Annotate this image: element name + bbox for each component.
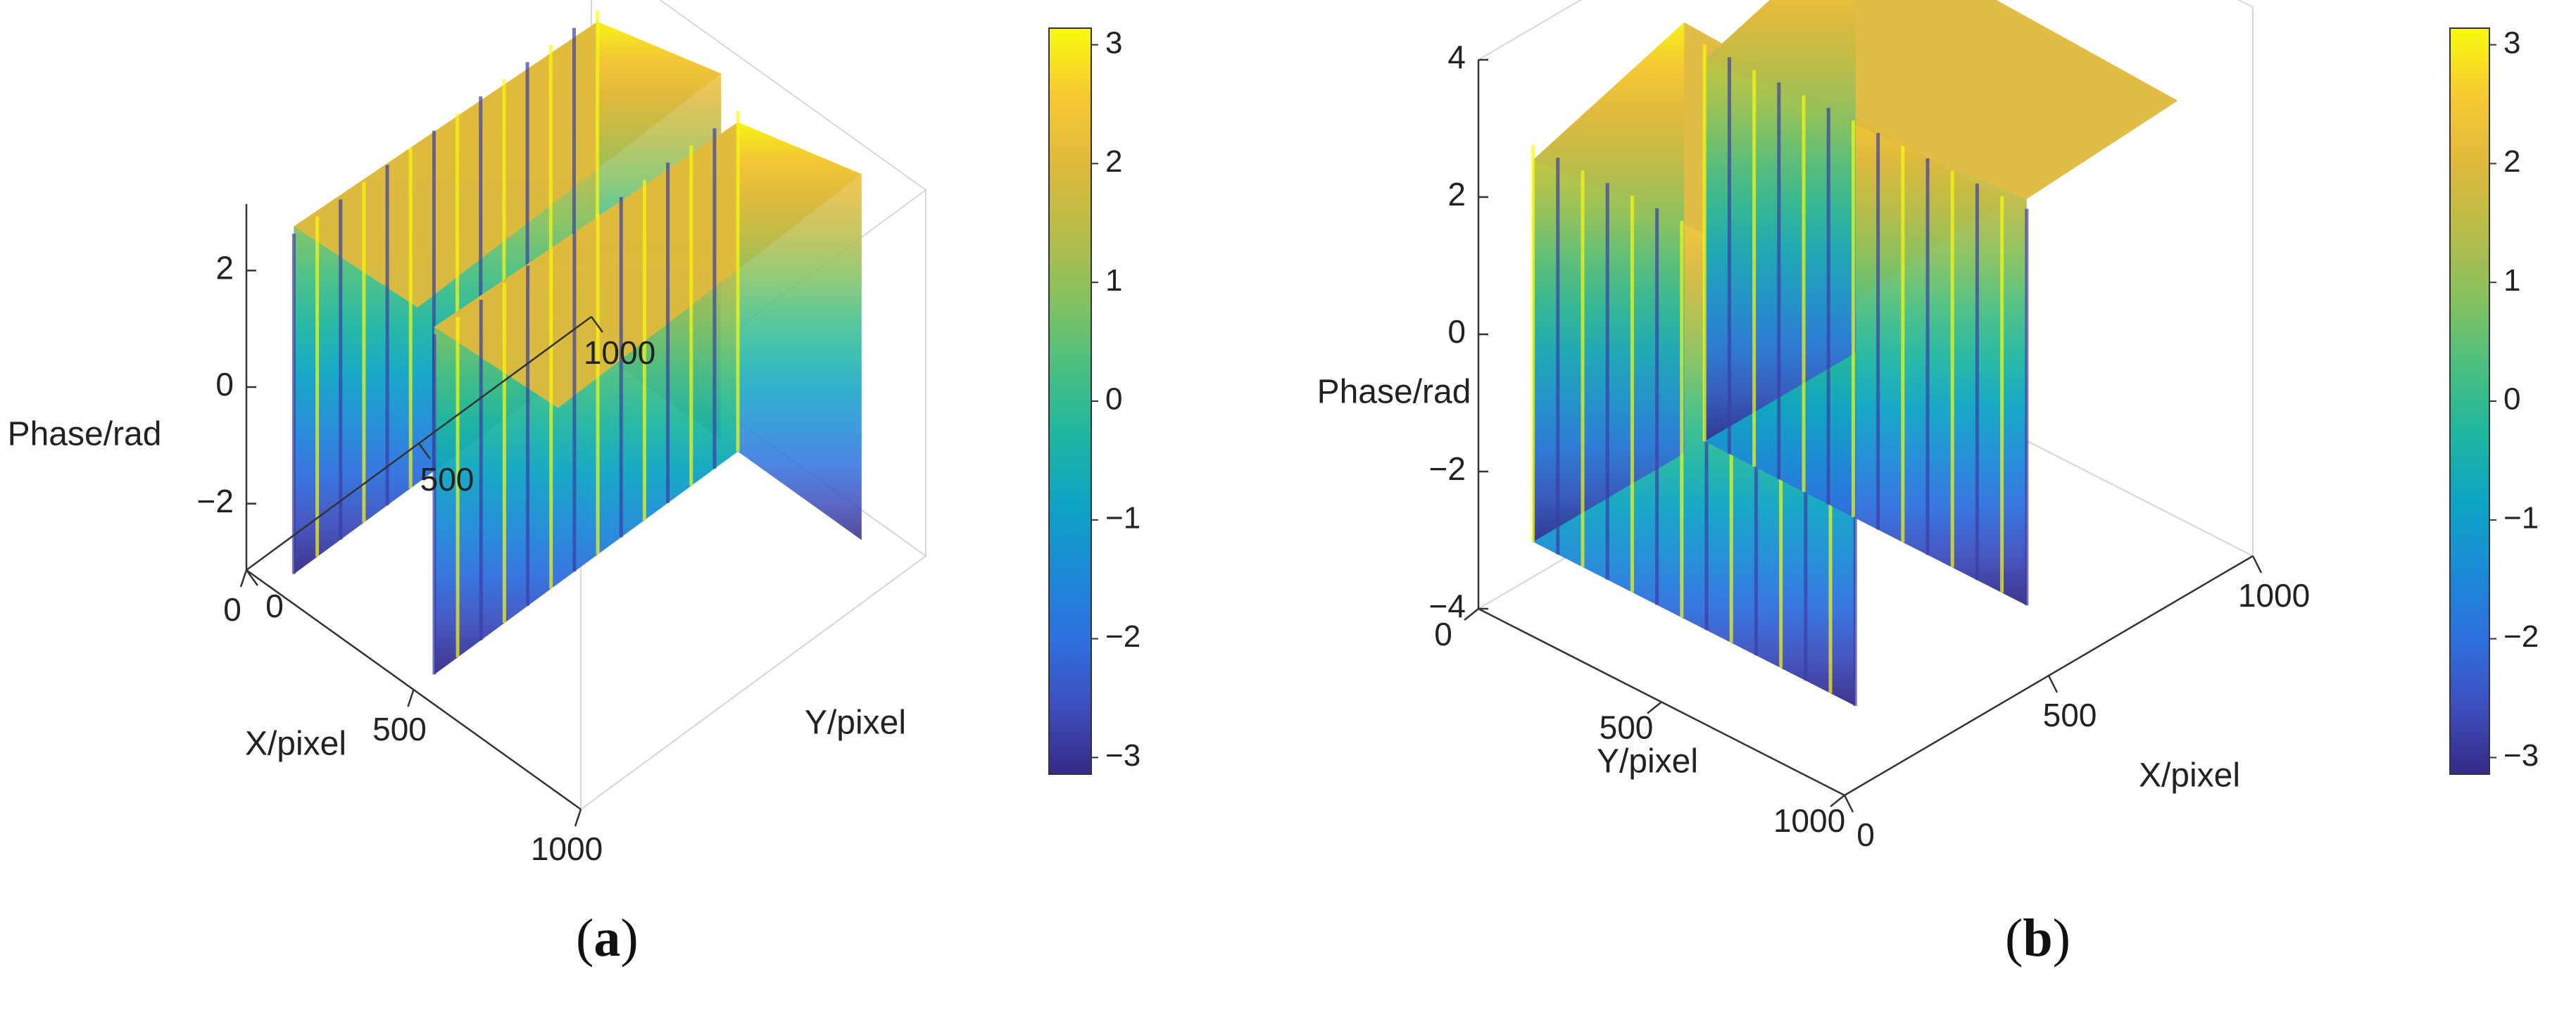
- axis-b-tick: [417, 443, 432, 460]
- axis-a-tick-label: 0: [1856, 816, 1875, 853]
- caption-a: (a): [576, 909, 639, 968]
- surface: [1531, 0, 2178, 707]
- caption-b: (b): [2005, 909, 2071, 968]
- z-axis-tick-label: 2: [215, 250, 234, 286]
- colorbar-tick-label: 0: [1105, 382, 1122, 417]
- colorbar: [1048, 27, 1092, 775]
- axis-a-title: X/pixel: [2139, 757, 2240, 795]
- z-axis-tick-label: 0: [1447, 313, 1466, 350]
- axis-b-title: Y/pixel: [1597, 743, 1698, 780]
- axis-a-tick-label: 500: [372, 711, 427, 747]
- z-axis-tick-label: 0: [215, 366, 234, 403]
- axis-a-tick: [1843, 795, 1854, 813]
- axis-b-tick-label: 0: [265, 588, 284, 624]
- axis-b-tick-label: 500: [1600, 709, 1654, 746]
- axis-b-tick: [1464, 608, 1479, 621]
- colorbar-tick-label: 1: [2503, 263, 2520, 298]
- z-axis-tick-label: 2: [1447, 176, 1466, 213]
- axis-a-tick-label: 0: [223, 591, 241, 628]
- colorbar-tick-label: −1: [1105, 500, 1141, 535]
- axis-a-tick: [407, 689, 415, 707]
- figure-b: 0 500 1000 1000 500 0 4 2 0 −2 −4 X/pixel Y/pixel Pha…: [1288, 0, 2576, 1024]
- axis-a-tick-label: 1000: [531, 830, 603, 867]
- z-axis-tick-label: 4: [1447, 39, 1466, 75]
- tick-labels: 0 500 1000 0 500 1000 2 0 −2: [197, 250, 656, 868]
- axis-b-tick: [245, 569, 259, 586]
- axis-a-tick: [2047, 675, 2059, 693]
- axis-b-tick-label: 1000: [1773, 802, 1845, 839]
- colorbar-tick-label: −3: [2503, 738, 2539, 773]
- axis-b-tick: [1830, 795, 1845, 807]
- colorbar-tick-label: 2: [1105, 144, 1122, 179]
- colorbar-tick-label: −2: [2503, 619, 2539, 654]
- axis-a-tick-label: 1000: [2238, 577, 2310, 614]
- axis-b-tick: [1647, 701, 1662, 714]
- figure-a: 0 500 1000 0 500 1000 2 0 −2 X/pixel Y/pixel Phase/…: [0, 0, 1281, 1024]
- axis-b-tick: [590, 316, 604, 333]
- colorbar-tick-label: 0: [2503, 382, 2520, 417]
- colorbar-tick-label: 2: [2503, 144, 2520, 179]
- axis-a-tick: [239, 569, 248, 588]
- axis-a-tick: [2251, 555, 2263, 574]
- surface-plot-b: 0 500 1000 1000 500 0 4 2 0 −2 −4 X/pixel Y/pixel Pha…: [1317, 0, 2539, 853]
- axis-a-tick-label: 500: [2043, 697, 2097, 733]
- z-axis-tick-label: −2: [1429, 450, 1466, 487]
- axis-b-tick-label: 0: [1434, 616, 1452, 652]
- colorbar-tick-label: −1: [2503, 500, 2539, 535]
- axis-a-tick: [574, 809, 582, 827]
- axis-b-tick-label: 500: [420, 461, 475, 498]
- axis-b-title: Y/pixel: [805, 704, 906, 742]
- axis-a-title: X/pixel: [245, 726, 346, 763]
- colorbar-tick-label: 1: [1105, 263, 1122, 298]
- axes: [239, 204, 604, 827]
- colorbar-tick-label: −3: [1105, 738, 1141, 773]
- colorbar: [2449, 27, 2490, 775]
- z-axis-title: Phase/rad: [1317, 374, 1471, 411]
- axis-b-tick-label: 1000: [584, 334, 655, 371]
- axes: [1464, 58, 2263, 813]
- phase-band-side: [738, 122, 862, 541]
- surface-plot-a: 0 500 1000 0 500 1000 2 0 −2 X/pixel Y/pixel Phase/…: [8, 0, 1141, 868]
- colorbar-tick-label: −2: [1105, 619, 1141, 654]
- z-axis-tick-label: −2: [197, 483, 234, 519]
- z-axis-title: Phase/rad: [8, 416, 162, 453]
- surface: [291, 11, 862, 675]
- colorbar-tick-label: 3: [1105, 25, 1122, 60]
- z-axis-tick-label: −4: [1429, 588, 1466, 624]
- tick-labels: 0 500 1000 1000 500 0 4 2 0 −2 −4: [1429, 39, 2311, 853]
- colorbar-tick-label: 3: [2503, 25, 2520, 60]
